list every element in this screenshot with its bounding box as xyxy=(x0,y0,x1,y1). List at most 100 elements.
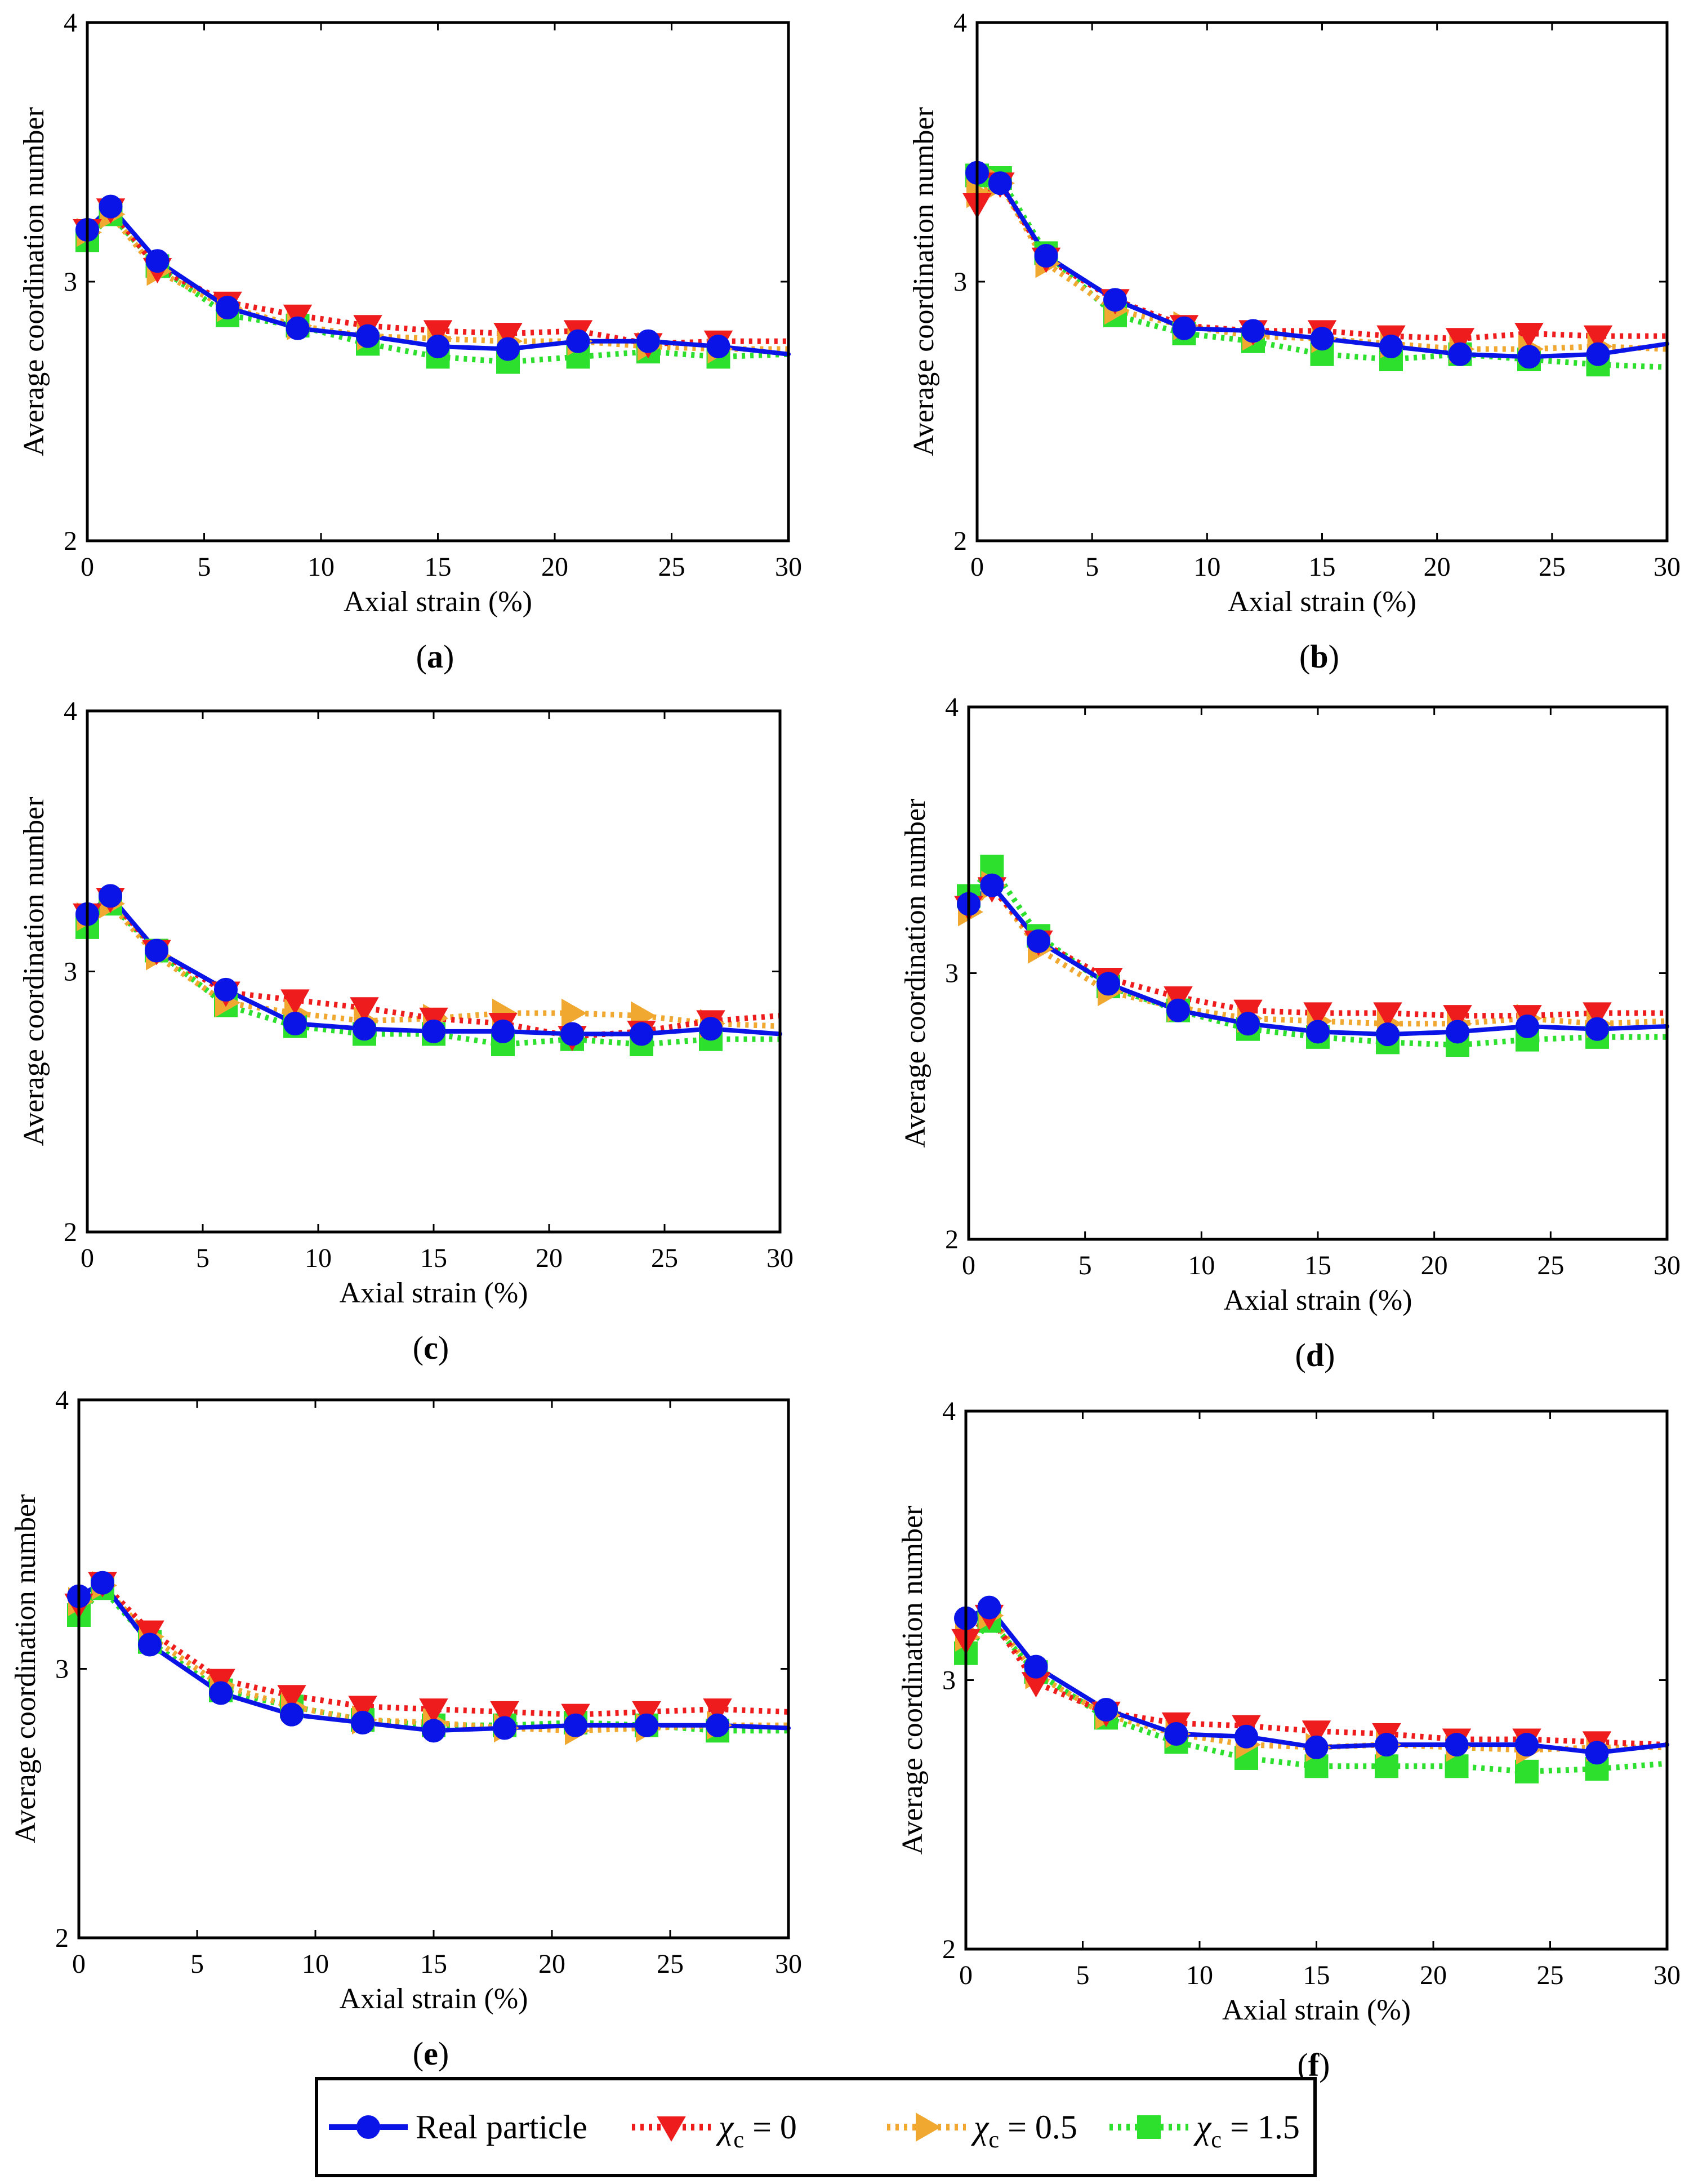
data-point-series-0 xyxy=(280,1702,304,1727)
panel-caption-close-paren: ) xyxy=(438,1329,449,1366)
data-point-series-0 xyxy=(496,337,520,361)
data-point-series-0 xyxy=(138,1633,162,1657)
data-point-series-0 xyxy=(1166,998,1190,1022)
data-point-series-0 xyxy=(426,335,450,358)
y-axis-label: Average coordination number xyxy=(899,799,932,1148)
legend-label-value: = 0.5 xyxy=(999,2109,1077,2146)
x-tick-label: 30 xyxy=(766,1243,794,1273)
y-tick-label: 2 xyxy=(64,526,77,556)
x-axis-label: Axial strain (%) xyxy=(1228,586,1416,618)
data-point-series-0 xyxy=(699,1017,723,1041)
x-tick-label: 30 xyxy=(1654,1960,1681,1990)
panel-caption: (c) xyxy=(413,1329,449,1366)
y-tick-label: 4 xyxy=(64,696,77,726)
data-point-series-0 xyxy=(988,171,1012,195)
data-point-series-0 xyxy=(977,1595,1001,1620)
data-point-series-0 xyxy=(1164,1722,1188,1746)
legend-label-subscript: c xyxy=(1211,2127,1222,2153)
data-point-series-3 xyxy=(1515,1759,1539,1783)
legend-label-value: = 0 xyxy=(744,2109,797,2146)
legend-marker xyxy=(916,2112,942,2142)
legend-marker xyxy=(1137,2115,1161,2139)
legend-entry-0: Real particle xyxy=(329,2109,587,2146)
y-tick-label: 3 xyxy=(942,1666,956,1696)
data-point-series-1 xyxy=(277,1685,306,1711)
plot-frame xyxy=(964,1409,1669,1951)
data-point-series-0 xyxy=(1448,342,1472,366)
x-tick-label: 25 xyxy=(1539,552,1566,582)
data-point-series-0 xyxy=(491,1019,515,1043)
data-point-series-0 xyxy=(351,1711,375,1734)
data-point-series-0 xyxy=(1310,327,1334,351)
data-point-series-1 xyxy=(1445,328,1475,354)
data-point-series-3 xyxy=(1375,1754,1398,1778)
data-point-series-0 xyxy=(1236,1012,1260,1036)
data-point-series-0 xyxy=(1515,1733,1539,1757)
panel-caption-letter: e xyxy=(424,2035,438,2072)
y-axis-label: Average coordination number xyxy=(18,107,50,456)
x-tick-label: 0 xyxy=(959,1960,973,1990)
data-point-series-0 xyxy=(635,1713,658,1737)
panel-caption-letter: f xyxy=(1308,2047,1320,2083)
panel-caption-close-paren: ) xyxy=(1324,1337,1335,1373)
data-point-series-0 xyxy=(1234,1724,1258,1749)
x-axis-label: Axial strain (%) xyxy=(1223,1284,1412,1316)
data-point-series-0 xyxy=(91,1571,114,1595)
data-point-series-1 xyxy=(1583,325,1613,351)
data-point-series-1 xyxy=(1373,1002,1402,1028)
data-point-series-1 xyxy=(1443,1005,1472,1031)
x-tick-label: 20 xyxy=(1421,1251,1448,1280)
legend-entry-3: χc = 1.5 xyxy=(1109,2109,1300,2153)
x-tick-label: 20 xyxy=(1420,1960,1447,1990)
x-tick-label: 30 xyxy=(1654,552,1681,582)
y-tick-label: 4 xyxy=(64,8,77,38)
x-tick-label: 25 xyxy=(1537,1960,1564,1990)
panel-caption-close-paren: ) xyxy=(443,638,454,675)
data-point-series-0 xyxy=(1516,1015,1539,1038)
chart-panel-b: 0 5 10 15 20 25 30 2 3 4 Axial strain (%) Average c… xyxy=(908,8,1681,675)
data-point-series-0 xyxy=(1517,345,1541,369)
y-axis-label: Average coordination number xyxy=(908,107,940,456)
data-point-series-0 xyxy=(1585,1741,1609,1765)
series-line-1 xyxy=(966,885,1667,1019)
panel-caption-open-paren: ( xyxy=(1295,1337,1306,1373)
legend: Real particle χc = 0 χc = 0.5 χc = 1.5 xyxy=(315,2077,1317,2177)
x-tick-label: 0 xyxy=(962,1251,975,1280)
y-tick-label: 3 xyxy=(55,1654,69,1684)
x-tick-label: 30 xyxy=(775,552,802,582)
data-point-series-0 xyxy=(283,1012,307,1035)
data-point-series-0 xyxy=(566,329,590,353)
legend-label: Real particle xyxy=(416,2109,587,2146)
x-tick-label: 15 xyxy=(420,1243,447,1273)
data-point-series-1 xyxy=(1514,323,1544,349)
x-tick-label: 5 xyxy=(196,1243,210,1273)
panel-caption-close-paren: ) xyxy=(438,2035,449,2072)
legend-label-value: = 1.5 xyxy=(1222,2109,1300,2146)
x-tick-label: 15 xyxy=(420,1949,447,1979)
plot-frame xyxy=(86,709,782,1234)
data-point-series-0 xyxy=(145,938,168,963)
panel-caption-letter: c xyxy=(424,1329,438,1366)
data-point-series-0 xyxy=(1304,1735,1329,1759)
legend-label-symbol: χ xyxy=(971,2109,990,2146)
x-tick-label: 0 xyxy=(72,1949,86,1979)
y-tick-label: 2 xyxy=(55,1923,69,1953)
data-point-series-0 xyxy=(1027,929,1050,953)
data-point-series-0 xyxy=(1241,319,1265,343)
data-point-series-0 xyxy=(214,977,238,1002)
data-point-series-1 xyxy=(1303,1002,1332,1028)
data-point-series-0 xyxy=(1024,1654,1048,1679)
data-point-series-0 xyxy=(1445,1733,1469,1757)
data-point-series-0 xyxy=(1379,335,1403,358)
panel-caption-letter: a xyxy=(427,638,443,675)
data-point-series-0 xyxy=(422,1719,445,1743)
legend-marker xyxy=(356,2115,380,2139)
y-tick-label: 2 xyxy=(945,1225,959,1255)
x-tick-label: 5 xyxy=(198,552,211,582)
legend-label: χc = 1.5 xyxy=(1193,2109,1300,2153)
data-point-series-1 xyxy=(493,323,523,349)
data-point-series-0 xyxy=(353,1017,376,1041)
legend-label-symbol: χ xyxy=(1193,2109,1212,2146)
x-tick-label: 25 xyxy=(1537,1251,1564,1280)
data-point-series-1 xyxy=(419,1698,448,1724)
